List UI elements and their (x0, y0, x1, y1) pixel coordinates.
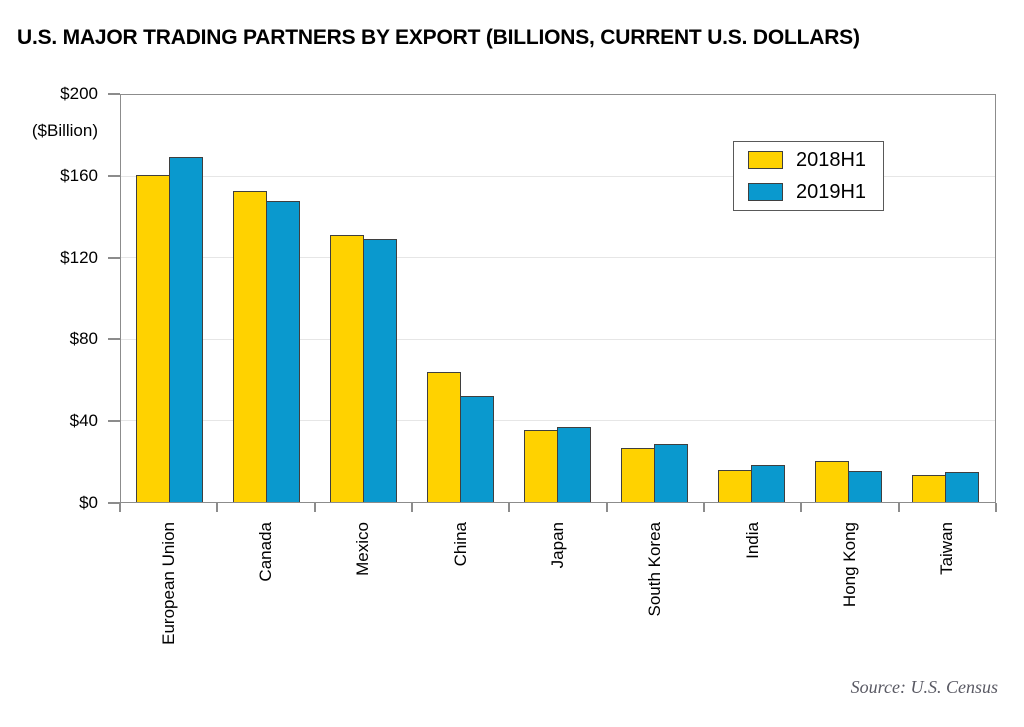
y-axis-label-40: $40 (69, 411, 98, 431)
x-axis-label-canada: Canada (256, 522, 275, 582)
x-axis-label-south-korea: South Korea (645, 522, 665, 617)
y-axis-tick-40 (108, 420, 120, 423)
bar-2019h1-hong-kong (847, 471, 882, 502)
gridline-40 (121, 419, 995, 421)
bar-2019h1-taiwan (944, 472, 979, 502)
chart-title: U.S. MAJOR TRADING PARTNERS BY EXPORT (B… (17, 26, 860, 49)
bar-2018h1-china (426, 372, 461, 502)
bar-2018h1-taiwan (911, 475, 946, 502)
x-axis-label-european-union: European Union (158, 522, 178, 645)
legend-swatch-2019h1 (748, 183, 783, 201)
y-axis-label-160: $160 (60, 165, 98, 185)
y-axis-tick-160 (108, 174, 120, 177)
x-axis-label-china: China (450, 522, 470, 567)
y-axis-tick-200 (108, 93, 120, 95)
bar-2019h1-mexico (362, 239, 397, 502)
legend-swatch-2018h1 (748, 151, 783, 169)
legend-item-2019h1: 2019H1 (748, 181, 883, 204)
gridline-80 (121, 338, 995, 340)
bar-2018h1-japan (523, 430, 558, 502)
bar-2018h1-india (717, 470, 752, 502)
bar-2019h1-japan (556, 427, 591, 502)
bar-2019h1-canada (265, 201, 300, 502)
x-axis-tick-0 (119, 503, 121, 512)
bar-2018h1-european-union (135, 175, 170, 502)
x-axis-label-mexico: Mexico (353, 522, 373, 576)
source-note: Source: U.S. Census (850, 677, 998, 697)
bar-2018h1-south-korea (620, 448, 655, 502)
y-axis-label-120: $120 (60, 247, 98, 267)
bar-2018h1-canada (232, 191, 267, 502)
x-axis-tick-5 (605, 503, 608, 512)
gridline-160 (121, 176, 995, 178)
x-axis-tick-8 (897, 503, 900, 512)
x-axis-tick-9 (995, 503, 997, 512)
x-axis-label-india: India (742, 522, 762, 559)
legend-item-2018h1: 2018H1 (748, 149, 883, 172)
bar-2019h1-european-union (168, 157, 203, 502)
y-axis-tick-120 (108, 256, 120, 259)
y-axis-unit-label: ($Billion) (31, 121, 98, 140)
x-axis-tick-2 (313, 503, 316, 512)
x-axis-label-hong-kong: Hong Kong (840, 522, 859, 608)
y-axis-label-80: $80 (69, 329, 98, 349)
x-axis-tick-6 (703, 503, 705, 512)
y-axis-label-0: $0 (79, 493, 98, 512)
x-axis-tick-7 (800, 503, 803, 512)
x-axis-tick-3 (411, 503, 413, 512)
x-axis-label-japan: Japan (548, 522, 567, 569)
legend: 2018H1 2019H1 (733, 141, 884, 211)
bar-2018h1-hong-kong (814, 461, 849, 502)
y-axis-label-200: $200 (60, 84, 98, 103)
bar-2019h1-south-korea (653, 444, 688, 502)
bar-2019h1-china (459, 396, 494, 502)
y-axis-tick-80 (108, 338, 120, 341)
x-axis-tick-1 (216, 503, 219, 512)
legend-label-2018h1: 2018H1 (796, 148, 867, 171)
y-axis-tick-0 (108, 502, 120, 504)
legend-label-2019h1: 2019H1 (796, 180, 867, 203)
bar-2019h1-india (750, 465, 785, 502)
bar-2018h1-mexico (329, 235, 364, 502)
x-axis-label-taiwan: Taiwan (937, 522, 957, 575)
gridline-120 (121, 257, 995, 259)
x-axis-tick-4 (508, 503, 511, 512)
